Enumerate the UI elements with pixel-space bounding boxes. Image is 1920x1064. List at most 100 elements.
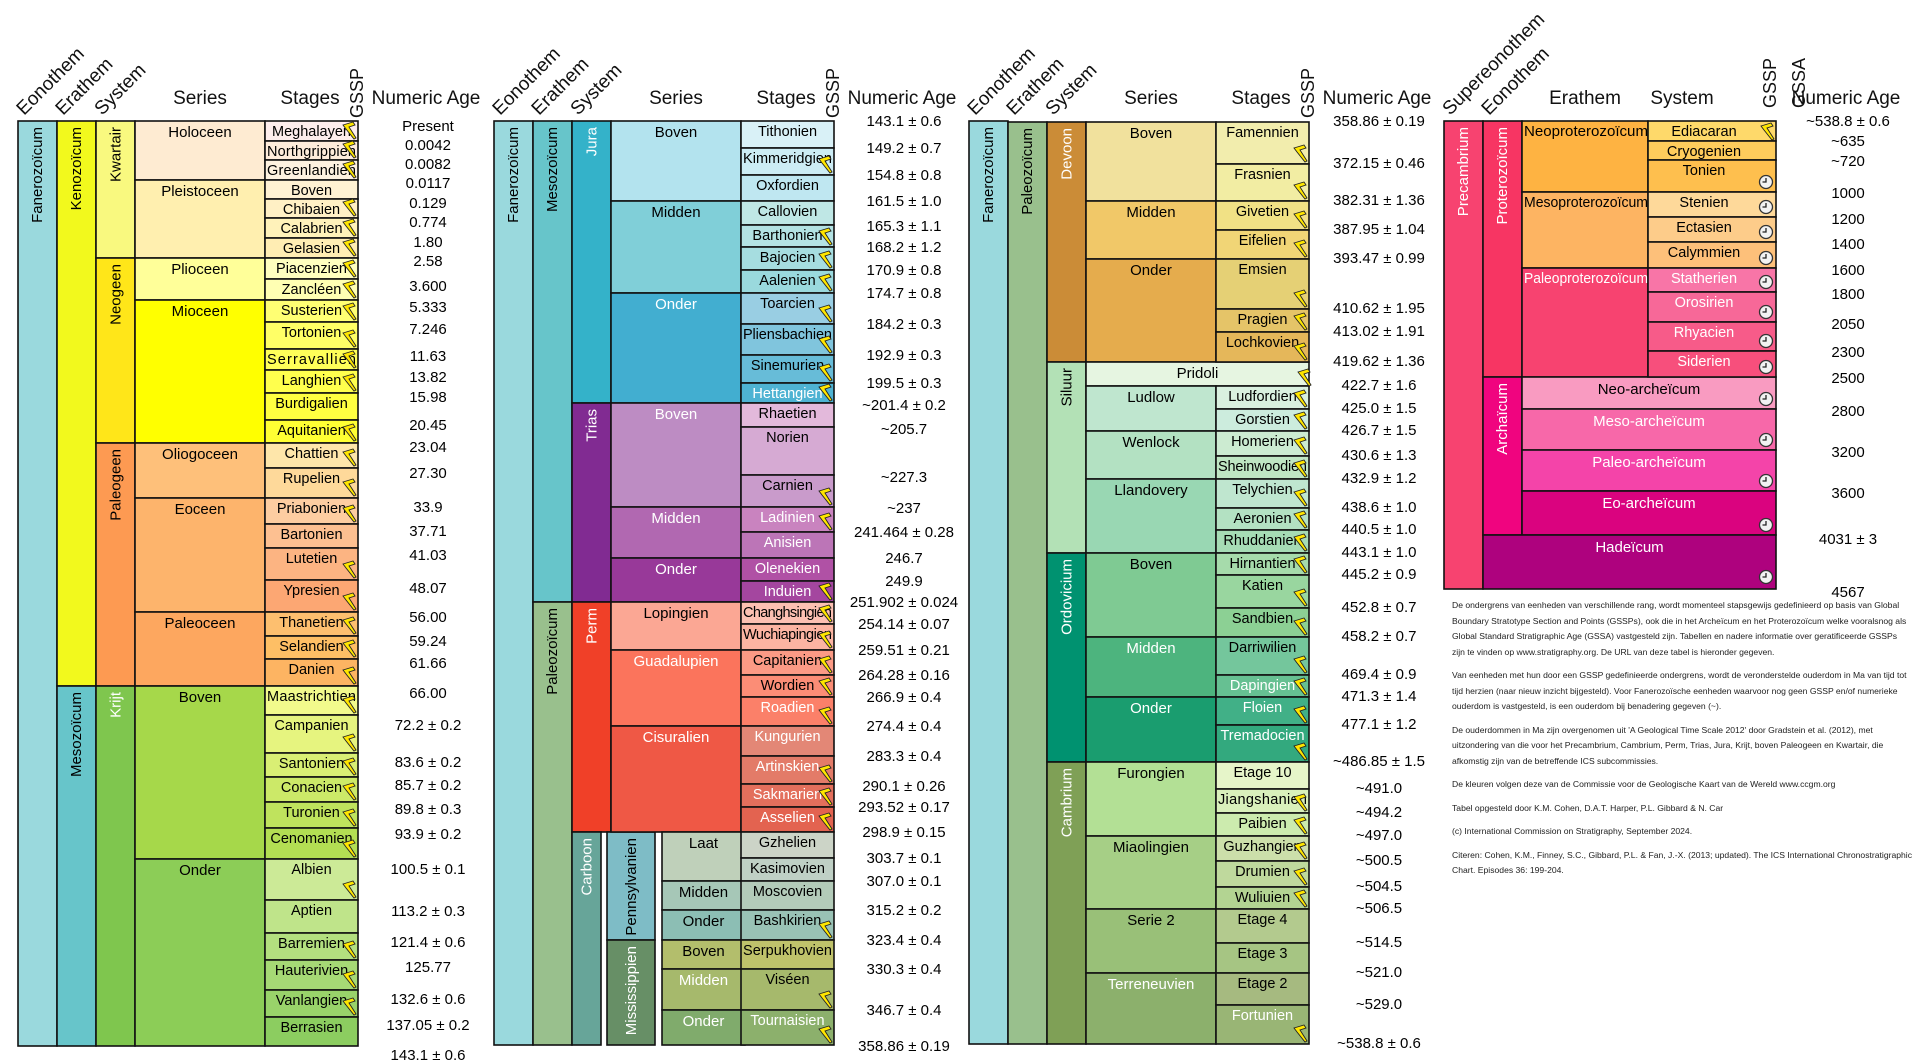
stage-label: Changhsingien — [743, 605, 832, 621]
stage-cell — [740, 402, 835, 428]
series-label: Midden — [679, 972, 728, 989]
series-label: Llandovery — [1114, 482, 1188, 499]
numeric-age: 382.31 ± 1.36 — [1333, 192, 1425, 209]
header-system: System — [1650, 88, 1713, 109]
eonothem-label: Fanerozoïcum — [980, 127, 997, 223]
series-label: Terreneuvien — [1108, 976, 1195, 993]
stage-label: Pragien — [1238, 312, 1288, 328]
system-cell — [1046, 361, 1087, 554]
numeric-age: 1400 — [1831, 236, 1864, 253]
stage-cell — [740, 323, 835, 356]
stage-label: Sheinwoodien — [1218, 459, 1307, 475]
stage-cell — [740, 939, 835, 970]
series-label: Cisuralien — [643, 729, 710, 746]
numeric-age: 419.62 ± 1.36 — [1333, 353, 1425, 370]
numeric-age: 293.52 ± 0.17 — [858, 799, 950, 816]
stage-label: Wuliuien — [1235, 890, 1290, 906]
stage-label: Ladinien — [760, 510, 815, 526]
system-cell — [1647, 291, 1777, 323]
numeric-age: 307.0 ± 0.1 — [867, 873, 942, 890]
numeric-age: ~529.0 — [1356, 996, 1402, 1013]
erathem-label: Mesoproterozoïcum — [1524, 195, 1648, 211]
stage-cell — [740, 725, 835, 757]
golden-spike-icon — [818, 812, 833, 831]
stage-label: Berrasien — [280, 1020, 342, 1036]
clock-icon — [1758, 250, 1774, 266]
stage-label: Guzhangien — [1223, 839, 1301, 855]
system-label: Siderien — [1677, 354, 1730, 370]
golden-spike-icon — [1293, 488, 1308, 507]
stage-label: Induien — [764, 584, 812, 600]
stage-label: Cenomanien — [270, 831, 352, 847]
stage-cell — [740, 880, 835, 911]
note-paragraph: De ouderdommen in Ma zijn overgenomen ui… — [1452, 724, 1884, 766]
golden-spike-icon — [342, 423, 357, 442]
numeric-age: ~201.4 ± 0.2 — [862, 397, 946, 414]
system-label: Stenien — [1679, 195, 1728, 211]
stage-label: Meghalayen — [272, 124, 351, 140]
golden-spike-icon — [1293, 816, 1308, 835]
series-label: Wenlock — [1122, 434, 1180, 451]
numeric-age: 0.0117 — [406, 175, 451, 192]
golden-spike-icon — [1293, 144, 1308, 163]
system-cell — [1046, 121, 1087, 363]
erathem-label: Meso-archeïcum — [1593, 413, 1705, 430]
stage-label: Eifelien — [1239, 233, 1287, 249]
stage-cell — [740, 755, 835, 785]
stage-label: Priabonien — [277, 501, 346, 517]
series-label: Pleistoceen — [161, 183, 239, 200]
numeric-age: 15.98 — [409, 389, 447, 406]
stage-cell — [1215, 574, 1310, 609]
numeric-age: 93.9 ± 0.2 — [395, 826, 462, 843]
stage-cell — [264, 776, 359, 803]
golden-spike-icon — [1293, 742, 1308, 761]
erathem-cell — [1521, 376, 1777, 410]
golden-spike-icon — [342, 560, 357, 579]
series-label: Serie 2 — [1127, 912, 1175, 929]
numeric-age: ~227.3 — [881, 469, 927, 486]
stage-cell — [1215, 788, 1310, 814]
erathem-cell — [1521, 490, 1777, 536]
numeric-age: 2.58 — [413, 253, 442, 270]
stage-label: Tournaisien — [750, 1013, 824, 1029]
series-cell — [610, 506, 742, 559]
golden-spike-icon — [342, 970, 357, 989]
stage-cell — [264, 858, 359, 901]
system-label: Cryogenien — [1667, 144, 1741, 160]
stage-label: Lochkovien — [1226, 335, 1299, 351]
numeric-age: 132.6 ± 0.6 — [391, 991, 466, 1008]
system-label: Ectasien — [1676, 220, 1732, 236]
series-label: Mioceen — [172, 303, 229, 320]
header-gssp: GSSP — [823, 68, 843, 118]
stage-label: Hettangien — [752, 386, 822, 402]
numeric-age: 346.7 ± 0.4 — [867, 1002, 942, 1019]
numeric-age: 113.2 ± 0.3 — [391, 903, 465, 920]
series-cell — [661, 909, 746, 941]
stage-label: Vanlangien — [276, 993, 348, 1009]
golden-spike-icon — [1293, 411, 1308, 430]
stage-label: Ypresien — [283, 583, 339, 599]
erathem-label: Neo-archeïcum — [1598, 381, 1701, 398]
numeric-age: 0.0082 — [405, 156, 451, 173]
stage-label: Katien — [1242, 578, 1283, 594]
golden-spike-icon — [342, 757, 357, 776]
stage-cell — [1215, 121, 1310, 165]
stage-cell — [1215, 258, 1310, 310]
golden-spike-icon — [1293, 436, 1308, 455]
clock-icon — [1758, 333, 1774, 349]
numeric-age: 430.6 ± 1.3 — [1342, 447, 1417, 464]
stage-label: Frasnien — [1234, 167, 1290, 183]
stage-label: Toarcien — [760, 296, 815, 312]
golden-spike-icon — [1293, 289, 1308, 308]
numeric-age: 5.333 — [409, 299, 447, 316]
numeric-age: 471.3 ± 1.4 — [1342, 688, 1417, 705]
series-cell — [610, 402, 742, 508]
series-label: Oliogoceen — [162, 446, 238, 463]
golden-spike-icon — [818, 304, 833, 323]
numeric-age: 410.62 ± 1.95 — [1333, 300, 1425, 317]
stage-label: Gelasien — [283, 241, 340, 257]
golden-spike-icon — [1293, 867, 1308, 886]
stage-label: Givetien — [1236, 204, 1289, 220]
numeric-age: 66.00 — [409, 685, 447, 702]
stage-label: Calabrien — [280, 221, 342, 237]
